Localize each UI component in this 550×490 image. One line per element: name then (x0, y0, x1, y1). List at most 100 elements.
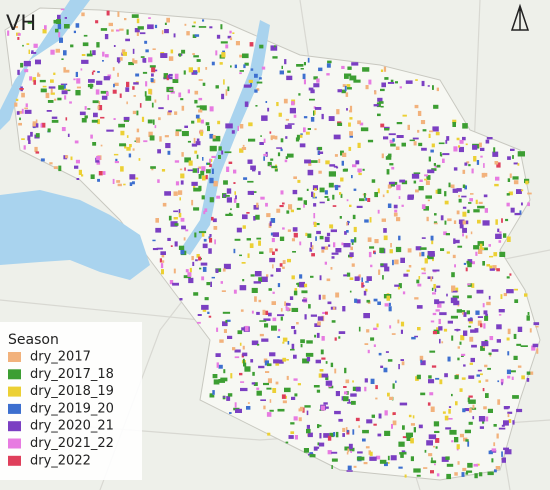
land-patch (411, 336, 416, 340)
land-patch (178, 53, 182, 57)
land-patch (278, 328, 281, 332)
land-patch (181, 105, 185, 111)
land-patch (64, 17, 67, 19)
land-patch (286, 210, 290, 214)
land-patch (114, 161, 119, 164)
land-patch (488, 352, 492, 355)
land-patch (275, 381, 279, 385)
land-patch (400, 257, 405, 263)
land-patch (318, 151, 324, 154)
land-patch (358, 326, 361, 332)
land-patch (282, 341, 285, 344)
land-patch (191, 256, 194, 261)
land-patch (307, 233, 312, 238)
land-patch (303, 116, 308, 119)
land-patch (324, 261, 327, 265)
land-patch (223, 369, 226, 374)
land-patch (317, 424, 320, 429)
land-patch (336, 109, 340, 115)
land-patch (131, 14, 139, 18)
land-patch (211, 61, 215, 66)
land-patch (191, 25, 196, 28)
land-patch (41, 122, 46, 128)
land-patch (328, 116, 335, 121)
land-patch (521, 375, 525, 380)
land-patch (265, 101, 268, 103)
land-patch (136, 18, 140, 24)
land-patch (277, 336, 280, 338)
land-patch (180, 249, 185, 255)
land-patch (413, 180, 417, 184)
land-patch (467, 283, 471, 286)
land-patch (319, 275, 322, 281)
land-patch (149, 135, 155, 141)
land-patch (155, 218, 159, 223)
land-patch (362, 67, 370, 72)
land-patch (517, 163, 520, 166)
land-patch (427, 276, 434, 279)
land-patch (87, 108, 91, 110)
land-patch (198, 79, 203, 81)
land-patch (225, 89, 228, 94)
land-patch (125, 87, 130, 92)
land-patch (514, 299, 519, 303)
land-patch (408, 414, 412, 418)
land-patch (448, 418, 453, 420)
land-patch (504, 449, 512, 455)
land-patch (348, 443, 353, 450)
land-patch (426, 440, 433, 446)
land-patch (455, 401, 458, 406)
land-patch (263, 405, 266, 410)
land-patch (229, 412, 232, 414)
land-patch (186, 31, 190, 36)
land-patch (145, 49, 149, 53)
land-patch (429, 350, 436, 353)
land-patch (170, 245, 173, 247)
land-patch (467, 318, 473, 322)
land-patch (402, 114, 407, 117)
land-patch (293, 232, 298, 238)
land-patch (70, 44, 74, 48)
land-patch (432, 312, 437, 316)
land-patch (90, 174, 95, 179)
land-patch (61, 127, 66, 132)
land-patch (90, 134, 93, 139)
land-patch (491, 448, 497, 452)
land-patch (526, 378, 530, 382)
land-patch (402, 436, 408, 439)
land-patch (380, 365, 384, 368)
land-patch (440, 215, 444, 221)
land-patch (342, 433, 345, 437)
land-patch (207, 125, 210, 132)
legend-label: dry_2020_21 (30, 419, 114, 434)
land-patch (81, 118, 87, 123)
land-patch (274, 135, 278, 140)
land-patch (378, 269, 381, 275)
land-patch (416, 474, 421, 477)
land-patch (321, 246, 327, 250)
land-patch (529, 328, 532, 333)
land-patch (521, 202, 523, 206)
land-patch (178, 190, 183, 195)
land-patch (323, 433, 330, 438)
land-patch (304, 405, 311, 408)
land-patch (234, 349, 241, 353)
land-patch (165, 143, 171, 149)
land-patch (181, 49, 186, 54)
land-patch (447, 218, 452, 222)
land-patch (192, 53, 195, 55)
land-patch (218, 155, 221, 159)
land-patch (136, 32, 139, 36)
land-patch (247, 190, 254, 195)
land-patch (349, 109, 353, 113)
land-patch (21, 108, 24, 114)
land-patch (47, 100, 54, 103)
land-patch (100, 90, 108, 94)
land-patch (244, 101, 249, 107)
land-patch (156, 247, 163, 250)
land-patch (464, 429, 471, 434)
land-patch (346, 221, 348, 226)
land-patch (384, 430, 391, 436)
land-patch (310, 160, 318, 163)
